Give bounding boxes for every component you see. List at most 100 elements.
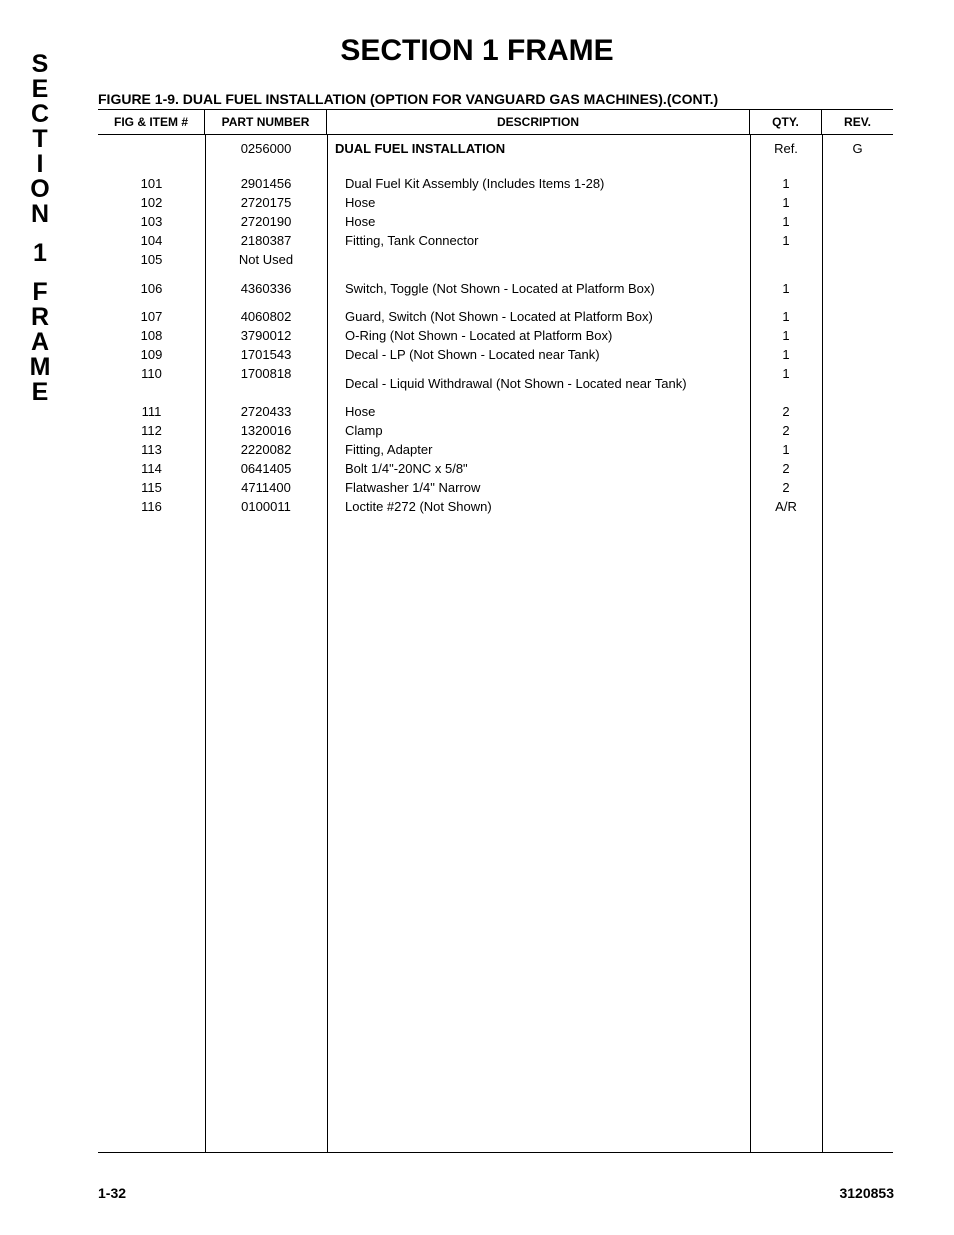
cell-fig: 101: [98, 176, 205, 191]
side-tab-letter: O: [30, 177, 49, 202]
cell-part: 0641405: [205, 461, 327, 476]
cell-qty: 1: [750, 176, 822, 191]
cell-part: 2901456: [205, 176, 327, 191]
cell-fig: 113: [98, 442, 205, 457]
cell-fig: 105: [98, 252, 205, 267]
cell-part: 2720190: [205, 214, 327, 229]
cell-qty: 1: [750, 347, 822, 362]
cell-desc: Hose: [327, 404, 750, 419]
cell-fig: 110: [98, 364, 205, 381]
table-vline: [327, 135, 328, 1152]
cell-desc: DUAL FUEL INSTALLATION: [327, 141, 750, 156]
cell-desc: Fitting, Adapter: [327, 442, 750, 457]
table-row: 1091701543Decal - LP (Not Shown - Locate…: [98, 345, 893, 364]
table-body: 0256000 DUAL FUEL INSTALLATION Ref. G 10…: [98, 135, 893, 1153]
footer-doc-number: 3120853: [839, 1185, 894, 1201]
cell-fig: 115: [98, 480, 205, 495]
table-vline: [750, 135, 751, 1152]
cell-rev: G: [822, 141, 893, 156]
cell-desc: Fitting, Tank Connector: [327, 233, 750, 248]
cell-desc: Loctite #272 (Not Shown): [327, 499, 750, 514]
table-row: 1042180387Fitting, Tank Connector1: [98, 231, 893, 250]
table-row: 1101700818Decal - Liquid Withdrawal (Not…: [98, 364, 893, 402]
cell-desc: Guard, Switch (Not Shown - Located at Pl…: [327, 309, 750, 324]
cell-fig: 116: [98, 499, 205, 514]
cell-desc: Decal - LP (Not Shown - Located near Tan…: [327, 347, 750, 362]
side-tab-letter: C: [31, 102, 49, 127]
side-tab: SECTION 1 FRAME: [20, 52, 60, 419]
side-tab-letter: E: [32, 380, 49, 405]
cell-part: 1320016: [205, 423, 327, 438]
table-header-row: FIG & ITEM # PART NUMBER DESCRIPTION QTY…: [98, 109, 893, 135]
cell-part: 3790012: [205, 328, 327, 343]
table-row-spacer: [98, 162, 893, 174]
section-title: SECTION 1 FRAME: [0, 34, 954, 68]
table-vline: [822, 135, 823, 1152]
cell-desc: Decal - Liquid Withdrawal (Not Shown - L…: [327, 374, 750, 393]
cell-desc: O-Ring (Not Shown - Located at Platform …: [327, 328, 750, 343]
cell-part: Not Used: [205, 252, 327, 267]
col-header-qty: QTY.: [750, 110, 822, 134]
side-tab-letter: T: [32, 127, 47, 152]
cell-qty: 1: [750, 233, 822, 248]
side-tab-letter: I: [37, 152, 44, 177]
col-header-part: PART NUMBER: [205, 110, 327, 134]
side-tab-letter: F: [32, 280, 47, 305]
side-tab-number: 1: [33, 241, 47, 266]
side-tab-letter: E: [32, 77, 49, 102]
cell-desc: Hose: [327, 214, 750, 229]
table-row: 1160100011Loctite #272 (Not Shown)A/R: [98, 497, 893, 516]
cell-qty: 2: [750, 423, 822, 438]
table-row: 1022720175Hose1: [98, 193, 893, 212]
cell-fig: 102: [98, 195, 205, 210]
col-header-rev: REV.: [822, 110, 893, 134]
cell-desc: Bolt 1/4"-20NC x 5/8": [327, 461, 750, 476]
cell-qty: 1: [750, 364, 822, 381]
cell-part: 2720175: [205, 195, 327, 210]
table-row: 1121320016Clamp2: [98, 421, 893, 440]
table-row: 1032720190Hose1: [98, 212, 893, 231]
side-tab-letter: A: [31, 330, 49, 355]
cell-fig: 109: [98, 347, 205, 362]
cell-fig: 114: [98, 461, 205, 476]
footer-page-number: 1-32: [98, 1185, 126, 1201]
cell-qty: 2: [750, 461, 822, 476]
table-row: 1140641405Bolt 1/4"-20NC x 5/8"2: [98, 459, 893, 478]
cell-part: 2720433: [205, 404, 327, 419]
parts-table: FIG & ITEM # PART NUMBER DESCRIPTION QTY…: [98, 109, 893, 1154]
col-header-desc: DESCRIPTION: [327, 110, 750, 134]
cell-part: 1701543: [205, 347, 327, 362]
cell-part: 4711400: [205, 480, 327, 495]
cell-qty: 2: [750, 480, 822, 495]
cell-desc: Hose: [327, 195, 750, 210]
table-row: 1064360336Switch, Toggle (Not Shown - Lo…: [98, 269, 893, 307]
cell-qty: A/R: [750, 499, 822, 514]
cell-part: 0256000: [205, 141, 327, 156]
cell-part: 2220082: [205, 442, 327, 457]
cell-part: 0100011: [205, 499, 327, 514]
table-row: 1132220082Fitting, Adapter1: [98, 440, 893, 459]
cell-fig: 106: [98, 281, 205, 296]
side-tab-frame: FRAME: [30, 280, 51, 405]
cell-desc: Dual Fuel Kit Assembly (Includes Items 1…: [327, 176, 750, 191]
cell-qty: 2: [750, 404, 822, 419]
cell-fig: 107: [98, 309, 205, 324]
cell-fig: 111: [98, 404, 205, 419]
side-tab-letter: M: [30, 355, 51, 380]
cell-qty: 1: [750, 309, 822, 324]
col-header-fig: FIG & ITEM #: [98, 110, 205, 134]
table-row: 1154711400Flatwasher 1/4" Narrow2: [98, 478, 893, 497]
cell-fig: 112: [98, 423, 205, 438]
cell-qty: 1: [750, 442, 822, 457]
cell-desc: Switch, Toggle (Not Shown - Located at P…: [327, 279, 750, 298]
cell-desc: Clamp: [327, 423, 750, 438]
table-row: 1112720433Hose2: [98, 402, 893, 421]
table-row: 0256000 DUAL FUEL INSTALLATION Ref. G: [98, 135, 893, 162]
cell-fig: 104: [98, 233, 205, 248]
cell-fig: 108: [98, 328, 205, 343]
table-row: 1074060802Guard, Switch (Not Shown - Loc…: [98, 307, 893, 326]
side-tab-letter: N: [31, 202, 49, 227]
cell-part: 4060802: [205, 309, 327, 324]
table-vline: [205, 135, 206, 1152]
cell-qty: 1: [750, 328, 822, 343]
